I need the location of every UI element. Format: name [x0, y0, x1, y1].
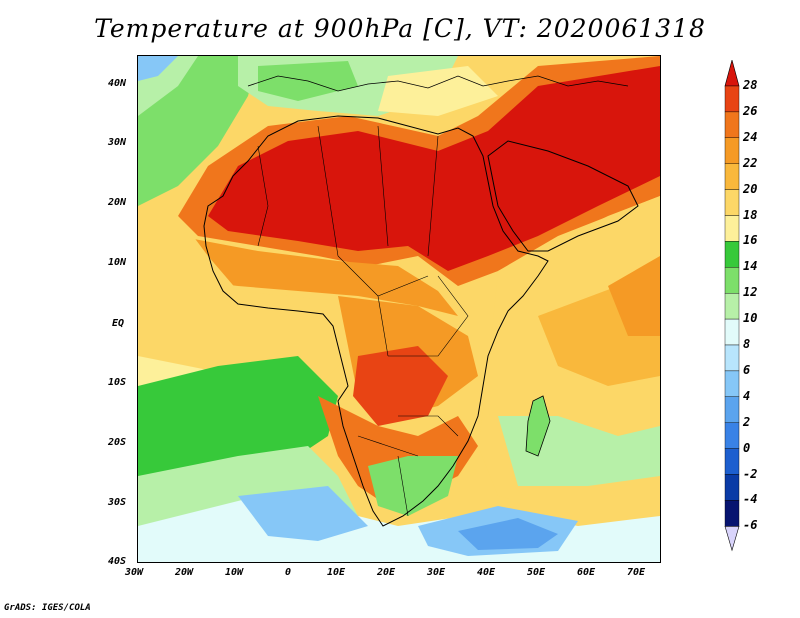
lat-label-40n: 40N: [108, 78, 127, 89]
colorbar-label: 26: [743, 103, 758, 118]
colorbar-label: 2: [743, 414, 751, 429]
colorbar-label: 10: [743, 311, 758, 326]
chart-title: Temperature at 900hPa [C], VT: 202006131…: [94, 14, 706, 43]
temperature-field: [138, 56, 660, 562]
temperature-map: [137, 55, 661, 563]
colorbar-label: 18: [743, 207, 758, 222]
colorbar-box: [724, 267, 740, 294]
colorbar-box: [724, 396, 740, 423]
lat-label-10s: 10S: [108, 377, 127, 388]
colorbar-box: [724, 318, 740, 346]
lat-label-20n: 20N: [108, 197, 127, 208]
country-borders: [257, 125, 469, 517]
lat-label-30s: 30S: [108, 497, 127, 508]
lat-label-10n: 10N: [108, 257, 127, 268]
colorbar-label: 24: [743, 129, 758, 144]
colorbar-label: 8: [743, 337, 751, 351]
lat-label-40s: 40S: [108, 556, 127, 567]
colorbar-box: [724, 422, 740, 449]
colorbar-label: 16: [743, 233, 758, 248]
field-med: [378, 66, 498, 116]
field-congo-hot: [353, 346, 448, 426]
lon-label-30w: 30W: [125, 567, 144, 578]
colorbar-box: [724, 163, 740, 190]
colorbar-label: 4: [743, 388, 751, 403]
lon-label-60e: 60E: [577, 567, 596, 578]
colorbar-label: -2: [743, 466, 758, 481]
colorbar: [724, 60, 740, 552]
field-cold-pool-1: [238, 486, 368, 541]
colorbar-box: [724, 215, 740, 242]
colorbar-box: [724, 370, 740, 397]
grads-credit: GrADS: IGES/COLA: [4, 603, 91, 613]
lon-label-10e: 10E: [327, 567, 346, 578]
colorbar-label: 0: [743, 440, 751, 455]
colorbar-box: [724, 344, 740, 372]
colorbar-box: [724, 500, 740, 527]
colorbar-box: [724, 241, 740, 268]
africa-coastline: [203, 115, 549, 527]
europe-coastline: [247, 75, 629, 92]
arabia-coastline: [487, 140, 639, 252]
colorbar-box: [724, 137, 740, 164]
lat-label-eq: EQ: [112, 318, 125, 329]
lon-label-40e: 40E: [477, 567, 496, 578]
colorbar-label: 22: [743, 155, 758, 170]
lon-label-70e: 70E: [627, 567, 646, 578]
colorbar-label: -6: [743, 518, 758, 533]
field-s-africa-cool: [368, 456, 458, 516]
colorbar-label: 12: [743, 285, 758, 300]
colorbar-box: [724, 111, 740, 139]
field-sahara-core: [208, 66, 660, 271]
colorbar-label: 20: [743, 181, 758, 196]
field-nw-cold: [138, 56, 178, 81]
field-cold-pool-3: [458, 518, 558, 550]
colorbar-label: 14: [743, 259, 758, 274]
field-guinea: [138, 206, 348, 386]
colorbar-box: [724, 474, 740, 501]
lon-label-20e: 20E: [377, 567, 396, 578]
colorbar-label: 28: [743, 78, 758, 92]
field-arabian-sea: [608, 256, 660, 336]
colorbar-label: 6: [743, 362, 751, 377]
field-sahel: [178, 236, 458, 316]
lon-label-30e: 30E: [427, 567, 446, 578]
lon-label-0: 0: [285, 567, 292, 578]
lat-label-20s: 20S: [108, 437, 127, 448]
lon-label-50e: 50E: [527, 567, 546, 578]
colorbar-box: [724, 189, 740, 216]
colorbar-label: -4: [743, 492, 758, 507]
lat-label-30n: 30N: [108, 137, 127, 148]
lon-label-10w: 10W: [225, 567, 244, 578]
madagascar: [525, 395, 551, 457]
colorbar-box: [724, 85, 740, 113]
colorbar-box: [724, 448, 740, 475]
colorbar-bottom-arrow: [724, 525, 740, 552]
colorbar-box: [724, 292, 740, 320]
lon-label-20w: 20W: [175, 567, 194, 578]
colorbar-top-arrow: [724, 60, 740, 87]
